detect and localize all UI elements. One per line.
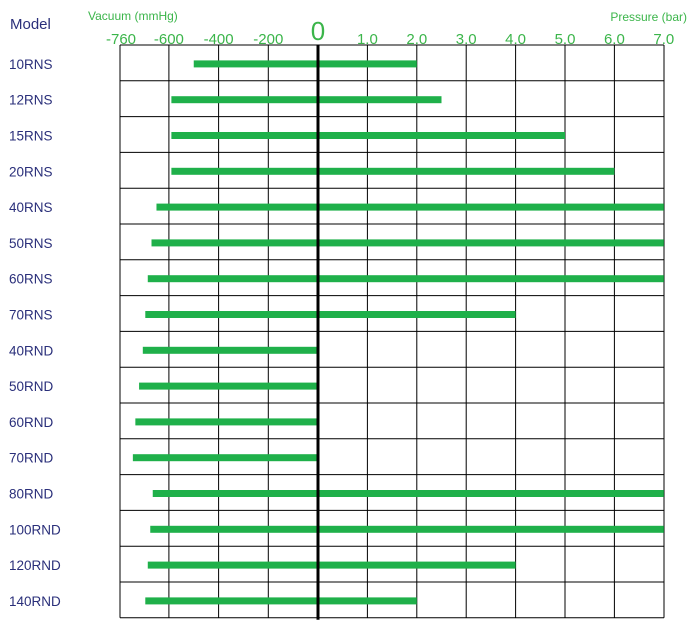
model-label-50rns: 50RNS — [9, 236, 53, 251]
bar-60rnd — [135, 418, 318, 426]
pressure-tick-label: 7.0 — [653, 31, 674, 48]
model-label-12rns: 12RNS — [9, 93, 53, 108]
vacuum-axis-label: Vacuum (mmHg) — [88, 9, 178, 23]
bars — [132, 60, 664, 605]
zero-label: 0 — [311, 16, 325, 46]
bar-80rnd — [152, 490, 664, 497]
model-labels: 10RNS 12RNS 15RNS 20RNS 40RNS 50RNS 60RNS 70RNS… — [9, 57, 61, 609]
model-label-50rnd: 50RND — [9, 379, 54, 394]
bar-50rnd — [139, 382, 318, 390]
bar-20rns — [171, 167, 615, 175]
tick-labels: -760 -600 -400 -200 1.0 2.0 3.0 4.0 5.0 6.0 7.0 — [106, 31, 674, 48]
vacuum-tick-label: -400 — [204, 31, 234, 48]
model-label-140rnd: 140RND — [9, 594, 61, 609]
pressure-axis-label: Pressure (bar) — [610, 10, 687, 24]
model-label-20rns: 20RNS — [9, 164, 53, 179]
bar-60rns — [147, 275, 664, 283]
model-label-70rnd: 70RND — [9, 451, 54, 466]
bar-15rns — [171, 132, 565, 139]
vacuum-tick-label: -200 — [253, 31, 283, 48]
bar-40rnd — [142, 346, 318, 354]
model-label-40rnd: 40RND — [9, 343, 54, 358]
model-label-60rnd: 60RND — [9, 415, 54, 430]
bar-140rnd — [145, 597, 417, 605]
pressure-tick-label: 2.0 — [406, 31, 427, 48]
model-label-100rnd: 100RND — [9, 522, 61, 537]
bar-120rnd — [147, 561, 516, 569]
bar-40rns — [156, 203, 664, 211]
model-label-70rns: 70RNS — [9, 308, 53, 323]
bar-70rnd — [132, 454, 318, 462]
pressure-tick-label: 1.0 — [357, 31, 378, 48]
model-label-15rns: 15RNS — [9, 129, 53, 144]
pressure-tick-label: 5.0 — [555, 31, 576, 48]
vacuum-tick-label: -600 — [154, 31, 184, 48]
pressure-tick-label: 6.0 — [604, 31, 625, 48]
pressure-tick-label: 3.0 — [456, 31, 477, 48]
model-label-40rns: 40RNS — [9, 200, 53, 215]
grid — [119, 44, 665, 619]
bar-100rnd — [150, 525, 664, 533]
pressure-tick-label: 4.0 — [505, 31, 526, 48]
model-label-10rns: 10RNS — [9, 57, 53, 72]
model-label-60rns: 60RNS — [9, 272, 53, 287]
vacuum-tick-label: -760 — [106, 31, 136, 48]
model-label-120rnd: 120RND — [9, 558, 61, 573]
bar-50rns — [151, 239, 664, 247]
bar-12rns — [171, 96, 442, 104]
model-label-80rnd: 80RND — [9, 487, 54, 502]
bar-70rns — [145, 311, 516, 318]
model-column-header: Model — [10, 16, 51, 33]
bar-10rns — [193, 60, 417, 68]
